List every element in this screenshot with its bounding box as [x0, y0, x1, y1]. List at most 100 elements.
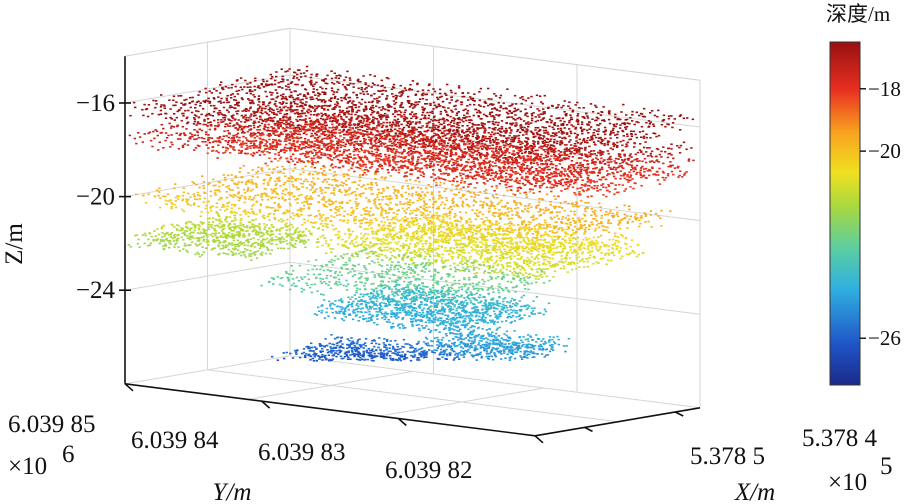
data-point — [516, 130, 519, 133]
data-point — [286, 137, 289, 140]
data-point — [226, 123, 229, 125]
data-point — [578, 107, 581, 109]
data-point — [322, 80, 325, 82]
data-point — [464, 134, 467, 137]
data-point — [304, 95, 307, 98]
data-point — [418, 151, 421, 154]
data-point — [277, 139, 281, 142]
data-point — [350, 113, 353, 116]
data-point — [439, 123, 442, 125]
data-point — [432, 123, 435, 125]
data-point — [230, 106, 234, 108]
data-point — [422, 149, 426, 151]
data-point — [627, 179, 630, 181]
data-point — [514, 114, 517, 116]
data-point — [354, 137, 357, 139]
data-point — [498, 182, 501, 185]
data-point — [529, 144, 532, 147]
data-point — [671, 164, 674, 167]
data-point — [349, 120, 352, 122]
data-point — [590, 186, 593, 189]
data-point — [310, 157, 313, 159]
data-point — [539, 175, 542, 178]
data-point — [345, 131, 349, 134]
data-point — [277, 127, 280, 130]
data-point — [265, 141, 269, 143]
data-point — [312, 157, 316, 160]
data-point — [390, 126, 393, 128]
data-point — [570, 164, 573, 166]
data-point — [623, 172, 627, 174]
data-point — [233, 134, 236, 137]
data-point — [433, 132, 436, 135]
data-point — [169, 108, 172, 110]
data-point — [245, 152, 248, 155]
data-point — [395, 120, 398, 122]
data-point — [270, 147, 273, 150]
data-point — [348, 153, 352, 155]
data-point — [407, 150, 411, 153]
data-point — [456, 145, 459, 147]
data-point — [523, 167, 527, 170]
data-point — [384, 137, 388, 140]
data-point — [296, 94, 300, 96]
data-point — [309, 135, 313, 138]
data-point — [222, 101, 226, 104]
data-point — [445, 118, 449, 121]
data-point — [389, 134, 392, 137]
data-point — [643, 107, 646, 110]
data-point — [388, 105, 392, 108]
data-point — [283, 148, 286, 150]
data-point — [341, 109, 345, 112]
data-point — [583, 166, 586, 169]
data-point — [314, 119, 318, 122]
data-point — [596, 158, 599, 161]
data-point — [274, 134, 277, 136]
data-point — [325, 144, 328, 146]
data-point — [574, 104, 577, 106]
data-point — [323, 152, 326, 155]
data-point — [346, 111, 350, 114]
data-point — [515, 159, 518, 162]
data-point — [619, 124, 622, 126]
data-point — [554, 133, 557, 135]
data-point — [508, 109, 511, 112]
data-point — [478, 99, 481, 102]
data-point — [328, 154, 332, 156]
data-point — [243, 142, 246, 145]
data-point — [401, 144, 404, 146]
data-point — [539, 180, 542, 182]
data-point — [581, 116, 584, 118]
data-point — [586, 196, 589, 198]
data-point — [452, 133, 456, 136]
data-point — [534, 126, 537, 129]
data-point — [377, 90, 380, 92]
data-point — [390, 124, 393, 127]
data-point — [380, 90, 383, 92]
data-point — [370, 143, 373, 145]
data-point — [408, 87, 411, 90]
data-point — [303, 119, 306, 122]
data-point — [638, 131, 642, 133]
data-point — [483, 170, 487, 173]
data-point — [298, 158, 301, 160]
data-point — [309, 119, 313, 122]
data-point — [288, 147, 291, 150]
data-point — [472, 124, 475, 126]
data-point — [626, 175, 629, 178]
data-point — [656, 115, 659, 118]
data-point — [294, 109, 298, 111]
data-point — [247, 98, 250, 100]
data-point — [621, 161, 624, 164]
data-point — [267, 133, 271, 136]
data-point — [369, 140, 372, 142]
data-point — [305, 142, 308, 145]
data-point — [191, 135, 194, 138]
data-point — [241, 140, 245, 143]
data-point — [416, 160, 419, 163]
data-point — [385, 115, 389, 117]
data-point — [418, 170, 422, 173]
data-point — [614, 113, 617, 116]
data-point — [372, 153, 375, 155]
data-point — [359, 129, 362, 131]
